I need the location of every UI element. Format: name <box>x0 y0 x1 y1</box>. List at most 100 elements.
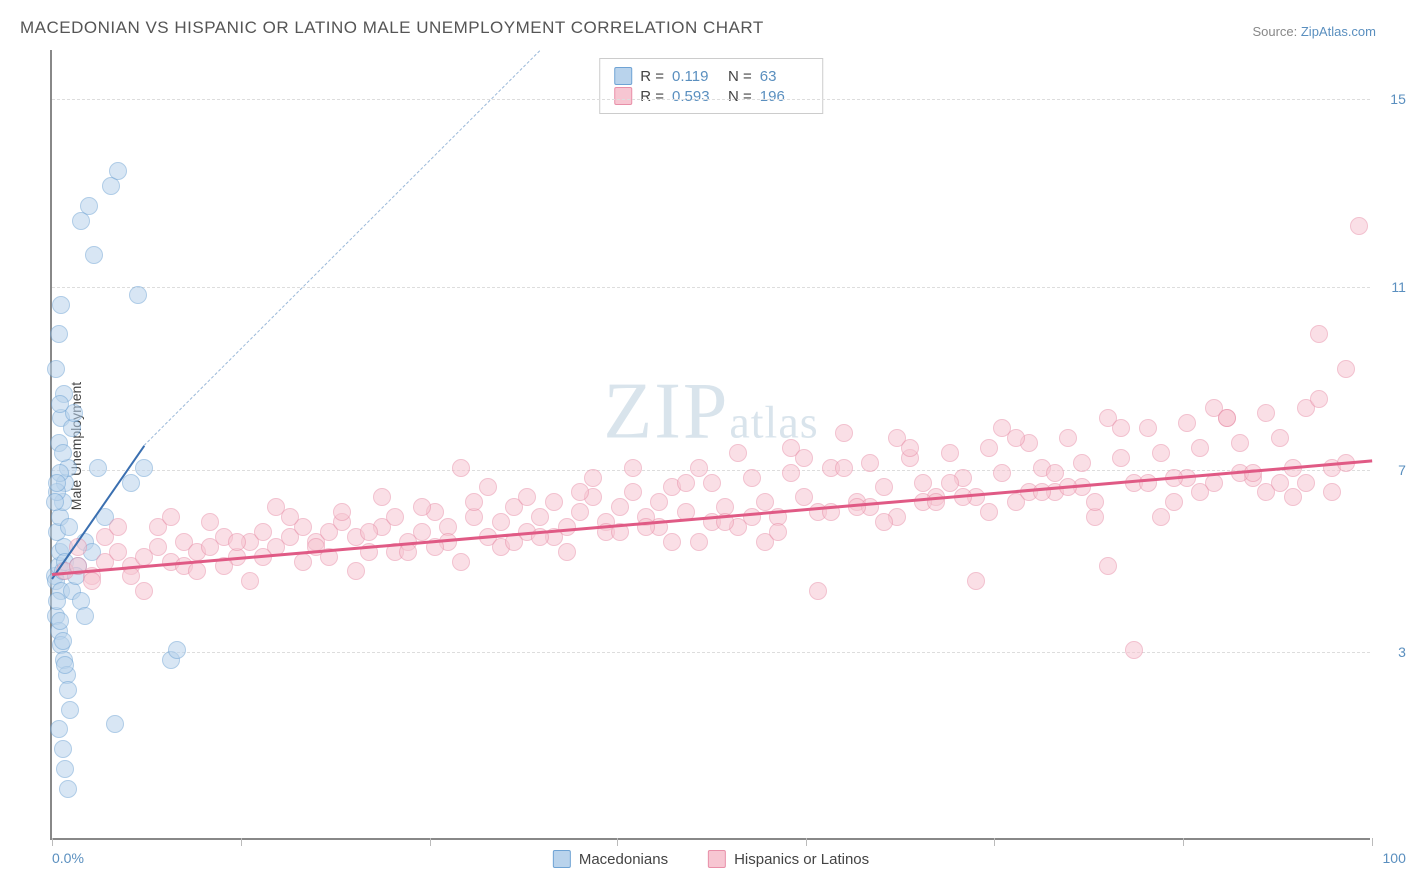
data-point <box>703 474 721 492</box>
data-point <box>347 562 365 580</box>
data-point <box>386 508 404 526</box>
y-tick-label: 11.2% <box>1391 279 1406 295</box>
data-point <box>109 162 127 180</box>
data-point <box>122 567 140 585</box>
scatter-plot-area: ZIPatlas R = 0.119 N = 63 R = 0.593 N = … <box>50 50 1370 840</box>
chart-title: MACEDONIAN VS HISPANIC OR LATINO MALE UN… <box>20 18 764 38</box>
data-point <box>168 641 186 659</box>
data-point <box>413 498 431 516</box>
swatch-icon <box>614 87 632 105</box>
data-point <box>1007 429 1025 447</box>
data-point <box>492 513 510 531</box>
stat-r-label: R = <box>640 88 664 105</box>
data-point <box>941 474 959 492</box>
data-point <box>1112 449 1130 467</box>
x-tick <box>806 838 807 846</box>
data-point <box>1033 483 1051 501</box>
data-point <box>861 454 879 472</box>
x-tick <box>52 838 53 846</box>
data-point <box>83 572 101 590</box>
data-point <box>611 498 629 516</box>
data-point <box>1165 493 1183 511</box>
data-point <box>109 518 127 536</box>
data-point <box>61 701 79 719</box>
data-point <box>650 493 668 511</box>
data-point <box>54 632 72 650</box>
data-point <box>1231 434 1249 452</box>
data-point <box>624 483 642 501</box>
data-point <box>875 478 893 496</box>
data-point <box>228 533 246 551</box>
data-point <box>294 553 312 571</box>
data-point <box>54 444 72 462</box>
x-tick <box>430 838 431 846</box>
y-tick-label: 3.8% <box>1398 644 1406 660</box>
x-tick <box>994 838 995 846</box>
data-point <box>1139 419 1157 437</box>
data-point <box>360 523 378 541</box>
data-point <box>835 459 853 477</box>
data-point <box>59 681 77 699</box>
y-tick-label: 7.5% <box>1398 462 1406 478</box>
data-point <box>149 538 167 556</box>
data-point <box>48 474 66 492</box>
data-point <box>413 523 431 541</box>
data-point <box>72 212 90 230</box>
data-point <box>1218 409 1236 427</box>
gridline <box>52 287 1370 288</box>
data-point <box>875 513 893 531</box>
x-tick <box>241 838 242 846</box>
x-tick <box>1372 838 1373 846</box>
data-point <box>1152 444 1170 462</box>
data-point <box>50 720 68 738</box>
data-point <box>1323 483 1341 501</box>
legend-label: Macedonians <box>579 851 668 868</box>
data-point <box>109 543 127 561</box>
data-point <box>1271 429 1289 447</box>
legend-item-series-0: Macedonians <box>553 850 668 868</box>
data-point <box>1125 641 1143 659</box>
legend-item-series-1: Hispanics or Latinos <box>708 850 869 868</box>
data-point <box>690 533 708 551</box>
data-point <box>1271 474 1289 492</box>
data-point <box>201 513 219 531</box>
data-point <box>51 395 69 413</box>
data-point <box>663 533 681 551</box>
stat-n-value: 63 <box>760 68 808 85</box>
source-link[interactable]: ZipAtlas.com <box>1301 24 1376 39</box>
data-point <box>1191 439 1209 457</box>
data-point <box>1046 464 1064 482</box>
data-point <box>1257 404 1275 422</box>
data-point <box>135 582 153 600</box>
gridline <box>52 99 1370 100</box>
data-point <box>465 493 483 511</box>
chart-legend: Macedonians Hispanics or Latinos <box>553 850 869 868</box>
data-point <box>545 493 563 511</box>
data-point <box>54 740 72 758</box>
data-point <box>1152 508 1170 526</box>
data-point <box>56 656 74 674</box>
data-point <box>782 464 800 482</box>
data-point <box>46 493 64 511</box>
data-point <box>518 488 536 506</box>
data-point <box>47 360 65 378</box>
data-point <box>1297 474 1315 492</box>
data-point <box>59 780 77 798</box>
stat-r-value: 0.119 <box>672 68 720 85</box>
data-point <box>89 459 107 477</box>
data-point <box>980 439 998 457</box>
stat-n-value: 196 <box>760 88 808 105</box>
data-point <box>1073 454 1091 472</box>
data-point <box>452 553 470 571</box>
swatch-icon <box>614 67 632 85</box>
data-point <box>584 469 602 487</box>
data-point <box>993 464 1011 482</box>
data-point <box>1139 474 1157 492</box>
data-point <box>188 562 206 580</box>
data-point <box>743 469 761 487</box>
x-axis-max-label: 100.0% <box>1383 850 1406 866</box>
data-point <box>729 444 747 462</box>
data-point <box>452 459 470 477</box>
source-attribution: Source: ZipAtlas.com <box>1252 24 1376 39</box>
data-point <box>743 508 761 526</box>
